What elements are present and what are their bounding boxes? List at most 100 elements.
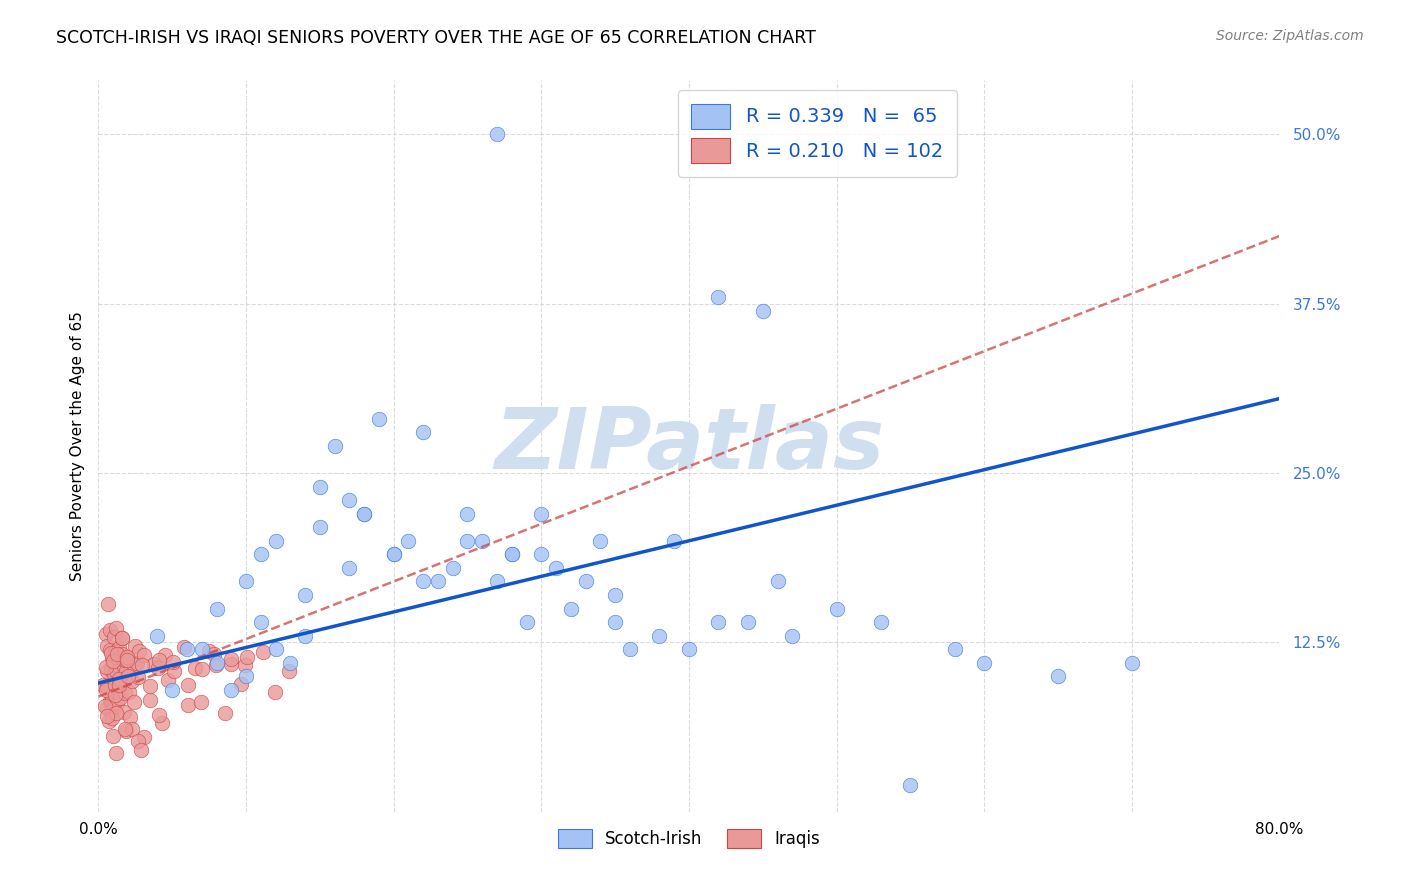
Point bbox=[112, 706, 135, 720]
Point bbox=[530, 507, 553, 521]
Point bbox=[131, 658, 153, 673]
Point bbox=[108, 677, 131, 691]
Point bbox=[129, 743, 152, 757]
Point bbox=[752, 303, 775, 318]
Point bbox=[96, 660, 118, 674]
Point bbox=[96, 627, 118, 641]
Point bbox=[252, 645, 274, 659]
Point bbox=[219, 657, 242, 671]
Point bbox=[197, 643, 219, 657]
Point bbox=[619, 642, 641, 657]
Point bbox=[471, 533, 494, 548]
Point bbox=[96, 679, 118, 693]
Point bbox=[235, 669, 257, 683]
Point bbox=[457, 507, 479, 521]
Point bbox=[339, 493, 361, 508]
Point bbox=[457, 533, 479, 548]
Point bbox=[412, 574, 434, 589]
Point bbox=[101, 729, 124, 743]
Point bbox=[229, 676, 252, 690]
Point bbox=[280, 656, 302, 670]
Point bbox=[221, 682, 243, 697]
Point bbox=[115, 724, 138, 739]
Point bbox=[737, 615, 759, 629]
Point bbox=[264, 642, 287, 657]
Point bbox=[191, 642, 214, 657]
Point bbox=[530, 547, 553, 561]
Point bbox=[250, 615, 273, 629]
Text: SCOTCH-IRISH VS IRAQI SENIORS POVERTY OVER THE AGE OF 65 CORRELATION CHART: SCOTCH-IRISH VS IRAQI SENIORS POVERTY OV… bbox=[56, 29, 815, 46]
Point bbox=[173, 640, 195, 654]
Point bbox=[177, 698, 200, 712]
Point bbox=[177, 678, 200, 692]
Point bbox=[115, 650, 138, 665]
Point bbox=[98, 624, 121, 638]
Point bbox=[278, 665, 301, 679]
Point bbox=[104, 645, 127, 659]
Point bbox=[486, 128, 509, 142]
Point bbox=[353, 507, 375, 521]
Point bbox=[122, 658, 145, 673]
Point bbox=[111, 632, 134, 646]
Legend: Scotch-Irish, Iraqis: Scotch-Irish, Iraqis bbox=[551, 822, 827, 855]
Point bbox=[104, 658, 127, 673]
Point bbox=[121, 722, 143, 736]
Point bbox=[162, 682, 183, 697]
Point bbox=[100, 695, 122, 709]
Point bbox=[118, 684, 141, 698]
Point bbox=[115, 653, 138, 667]
Point bbox=[134, 730, 156, 744]
Point bbox=[501, 547, 523, 561]
Point bbox=[104, 698, 127, 713]
Point bbox=[108, 672, 131, 686]
Point bbox=[105, 648, 128, 662]
Point bbox=[190, 694, 212, 708]
Point bbox=[101, 711, 124, 725]
Point bbox=[104, 653, 127, 667]
Point bbox=[148, 707, 170, 722]
Point bbox=[368, 412, 391, 426]
Point bbox=[100, 663, 122, 677]
Point bbox=[678, 642, 700, 657]
Point bbox=[501, 547, 523, 561]
Point bbox=[94, 699, 117, 714]
Point bbox=[782, 629, 804, 643]
Point bbox=[125, 656, 148, 670]
Point bbox=[98, 694, 121, 708]
Point bbox=[100, 646, 122, 660]
Point bbox=[205, 658, 228, 673]
Point bbox=[294, 629, 316, 643]
Point bbox=[101, 689, 124, 703]
Point bbox=[309, 480, 332, 494]
Point bbox=[108, 640, 131, 655]
Point bbox=[101, 694, 124, 708]
Point bbox=[108, 678, 131, 692]
Point bbox=[943, 642, 966, 657]
Point bbox=[214, 706, 236, 721]
Point bbox=[412, 425, 434, 440]
Point bbox=[339, 561, 361, 575]
Point bbox=[96, 700, 118, 714]
Point bbox=[100, 651, 122, 665]
Point bbox=[111, 677, 134, 691]
Point bbox=[250, 547, 273, 561]
Point bbox=[94, 683, 117, 698]
Point bbox=[516, 615, 538, 629]
Point bbox=[309, 520, 332, 534]
Point bbox=[766, 574, 789, 589]
Point bbox=[575, 574, 598, 589]
Point bbox=[104, 621, 127, 635]
Point bbox=[546, 561, 568, 575]
Point bbox=[162, 655, 184, 669]
Point bbox=[219, 652, 242, 666]
Point bbox=[104, 688, 127, 702]
Point bbox=[103, 666, 125, 681]
Point bbox=[870, 615, 893, 629]
Point bbox=[97, 597, 120, 611]
Point bbox=[900, 778, 922, 792]
Text: ZIPatlas: ZIPatlas bbox=[494, 404, 884, 488]
Point bbox=[120, 710, 142, 724]
Point bbox=[382, 547, 405, 561]
Point bbox=[127, 734, 149, 748]
Point bbox=[96, 709, 118, 723]
